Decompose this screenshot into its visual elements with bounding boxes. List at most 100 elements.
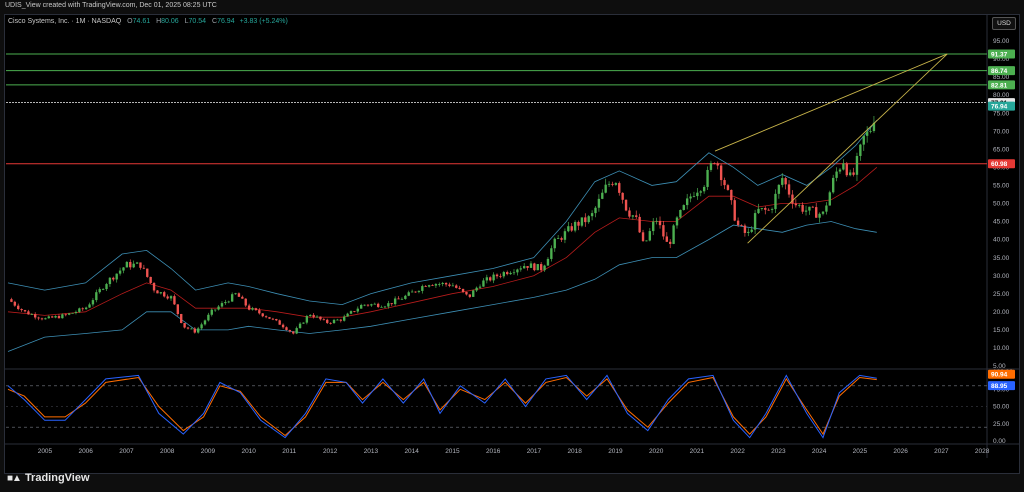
- candle-body: [210, 309, 213, 315]
- candle-body: [105, 284, 108, 290]
- candle-body: [665, 236, 668, 242]
- last-price-tag: 76.94: [991, 103, 1008, 110]
- candle-body: [485, 277, 489, 281]
- candle-body: [370, 304, 373, 306]
- candle-body: [176, 304, 180, 315]
- candle-body: [244, 298, 247, 306]
- price-axis-tick-90: 90.00: [993, 56, 1010, 63]
- candle-body: [197, 328, 200, 333]
- candle-body: [546, 258, 550, 266]
- candle-body: [410, 291, 414, 293]
- candle-body: [285, 327, 288, 331]
- candle-body: [859, 144, 862, 156]
- candle-body: [584, 217, 587, 223]
- candle-body: [288, 330, 292, 332]
- time-axis-tick-2021: 2021: [690, 448, 705, 455]
- candle-body: [577, 221, 580, 226]
- candle-body: [326, 319, 329, 323]
- candle-body: [20, 309, 23, 311]
- candle-body: [414, 291, 417, 293]
- candle-body: [638, 216, 641, 233]
- candle-body: [343, 316, 346, 321]
- candle-body: [95, 292, 98, 301]
- candle-body: [764, 207, 767, 210]
- candle-body: [183, 323, 186, 328]
- candle-body: [825, 205, 828, 212]
- candle-body: [499, 276, 502, 278]
- price-tag-86.74: 86.74: [991, 68, 1008, 75]
- candle-body: [376, 303, 380, 307]
- price-axis-tick-55: 55.00: [993, 183, 1010, 190]
- candle-body: [865, 131, 869, 136]
- currency-button[interactable]: USD: [992, 17, 1016, 30]
- price-axis-tick-85: 85.00: [993, 74, 1010, 81]
- rsi-axis-tick-0.00: 0.00: [993, 438, 1006, 445]
- candle-body: [91, 300, 95, 305]
- candle-body: [400, 298, 404, 300]
- candle-body: [556, 238, 560, 239]
- price-axis-tick-20: 20.00: [993, 309, 1010, 316]
- candle-body: [702, 186, 706, 192]
- candle-body: [88, 304, 91, 308]
- candle-body: [78, 308, 81, 312]
- candle-body: [478, 286, 482, 288]
- candle-body: [146, 268, 149, 277]
- time-axis-tick-2019: 2019: [608, 448, 623, 455]
- candle-body: [224, 302, 227, 304]
- candle-body: [580, 217, 584, 226]
- time-axis-tick-2008: 2008: [160, 448, 175, 455]
- candle-body: [733, 200, 736, 221]
- candle-body: [539, 264, 543, 271]
- candle-body: [61, 314, 64, 319]
- candle-body: [675, 217, 679, 226]
- bollinger-upper-line: [7, 120, 878, 306]
- time-axis-tick-2010: 2010: [241, 448, 256, 455]
- candle-body: [125, 262, 129, 268]
- candle-body: [777, 184, 781, 194]
- tradingview-logo[interactable]: ■▲ TradingView: [7, 472, 90, 484]
- candle-body: [760, 207, 764, 209]
- open-value: 74.61: [132, 18, 151, 25]
- ohlc-legend: Cisco Systems, Inc. · 1M · NASDAQ O74.61…: [8, 18, 288, 25]
- candle-body: [417, 290, 421, 292]
- candle-body: [855, 155, 859, 175]
- candle-body: [156, 290, 159, 294]
- candle-body: [81, 308, 84, 310]
- candle-body: [163, 292, 166, 297]
- close-value: 76.94: [217, 18, 235, 25]
- time-axis-tick-2026: 2026: [893, 448, 908, 455]
- rsi-axis-tick-25.00: 25.00: [993, 421, 1010, 428]
- time-axis-tick-2017: 2017: [527, 448, 542, 455]
- candle-body: [407, 292, 410, 296]
- candle-body: [594, 207, 597, 214]
- candle-body: [380, 306, 383, 308]
- stoch-k-line: [7, 374, 877, 439]
- candle-body: [614, 183, 618, 185]
- time-axis-tick-2012: 2012: [323, 448, 338, 455]
- candle-body: [434, 284, 438, 286]
- candle-body: [611, 183, 614, 185]
- chart-area[interactable]: [4, 14, 1020, 474]
- candle-body: [258, 310, 261, 314]
- price-axis-tick-80: 80.00: [993, 92, 1010, 99]
- time-axis-tick-2028: 2028: [975, 448, 990, 455]
- candle-body: [832, 177, 835, 193]
- symbol-title: Cisco Systems, Inc. · 1M · NASDAQ: [8, 18, 122, 25]
- close-label: C: [212, 18, 218, 25]
- stoch-d-tag: 88.95: [991, 383, 1008, 390]
- price-axis-tick-70: 70.00: [993, 128, 1010, 135]
- candle-body: [152, 282, 156, 291]
- candle-body: [159, 292, 163, 294]
- candle-body: [621, 192, 624, 200]
- candle-body: [808, 206, 811, 211]
- candle-body: [791, 194, 794, 204]
- candle-body: [587, 216, 590, 223]
- candle-body: [315, 316, 319, 318]
- candle-body: [567, 226, 570, 232]
- candle-body: [54, 316, 57, 318]
- candle-body: [628, 210, 631, 217]
- candle-body: [254, 308, 258, 311]
- price-axis-tick-50: 50.00: [993, 201, 1010, 208]
- candle-body: [322, 319, 326, 321]
